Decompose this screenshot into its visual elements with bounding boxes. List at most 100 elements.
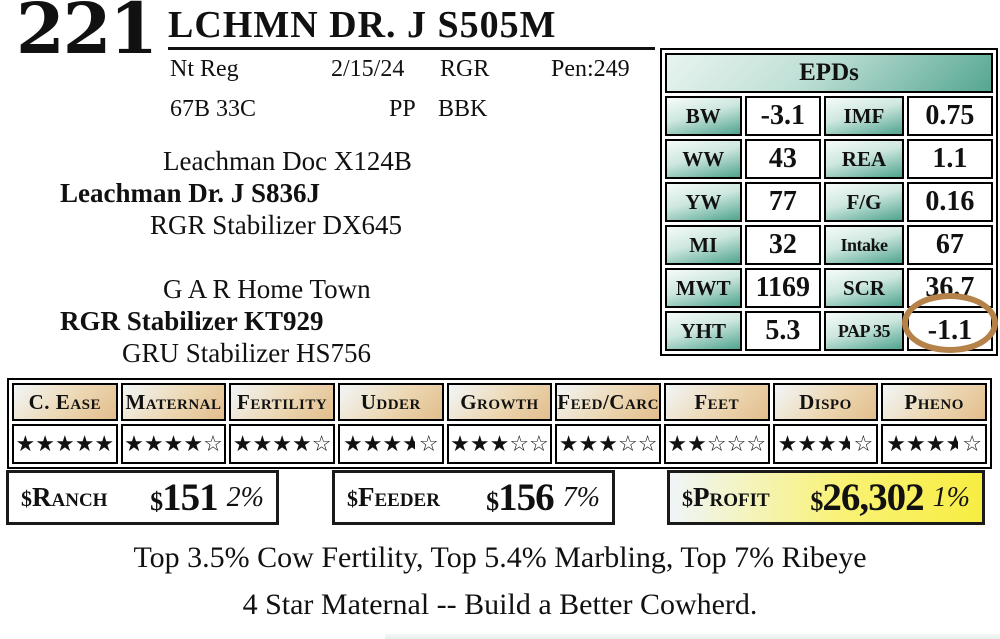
- animal-name: LCHMN DR. J S505M: [168, 4, 557, 46]
- star-full-icon: ★: [272, 431, 292, 457]
- epd-value-mwt: 1169: [744, 268, 822, 308]
- epd-label-bw: BW: [665, 96, 742, 136]
- rating-header-feed-carc: Feed/Carc: [555, 383, 661, 421]
- star-full-icon: ★: [667, 431, 688, 457]
- star-full-icon: ★: [54, 431, 75, 457]
- star-full-icon: ★: [450, 431, 470, 457]
- epd-label-ww: WW: [665, 139, 742, 179]
- index-box-profit: $Profit $26,302 1%: [667, 470, 985, 525]
- star-full-icon: ★: [558, 431, 579, 457]
- next-entry-edge: [385, 634, 1000, 639]
- pedigree-sire: Leachman Dr. J S836J: [60, 178, 321, 208]
- epd-label-mi: MI: [665, 225, 742, 265]
- epd-value-ww: 43: [744, 139, 822, 179]
- star-full-icon: ★: [94, 431, 115, 457]
- index-value-ranch: $151: [150, 476, 218, 519]
- pedigree-dam-sire: G A R Home Town: [163, 274, 371, 304]
- rating-header-pheno: Pheno: [881, 383, 987, 421]
- star-empty-icon: ☆: [853, 431, 874, 457]
- star-full-icon: ★: [777, 431, 798, 457]
- rating-stars-growth: ★★★☆☆: [446, 424, 553, 464]
- epd-label-f-g: F/G: [824, 182, 904, 222]
- epd-value-imf: 0.75: [906, 96, 993, 136]
- rating-stars-feet: ★★☆☆☆: [663, 424, 770, 464]
- star-full-icon: ★: [797, 431, 818, 457]
- index-label-profit: $Profit: [682, 482, 770, 512]
- rating-stars-pheno: ★★★★☆: [881, 424, 987, 464]
- epd-label-scr: SCR: [824, 268, 904, 308]
- pedigree-dam: RGR Stabilizer KT929: [60, 306, 324, 336]
- star-full-icon: ★: [342, 431, 363, 457]
- star-full-icon: ★: [232, 431, 253, 457]
- dollar-sign-icon: $: [150, 487, 163, 516]
- rating-header-fertility: Fertility: [229, 383, 335, 421]
- star-half-icon: ★: [402, 431, 415, 457]
- rating-stars-dispo: ★★★★☆: [772, 424, 879, 464]
- rating-stars-udder: ★★★★☆: [337, 424, 444, 464]
- star-empty-icon: ☆: [529, 431, 549, 457]
- index-percentile-feeder: 7%: [562, 481, 600, 513]
- epd-value-yht: 5.3: [744, 311, 822, 351]
- star-full-icon: ★: [362, 431, 383, 457]
- pedigree-sire-sire: Leachman Doc X124B: [163, 146, 412, 176]
- epd-value-intake: 67: [906, 225, 993, 265]
- star-full-icon: ★: [124, 431, 144, 457]
- star-empty-icon: ☆: [617, 431, 638, 457]
- star-empty-icon: ☆: [509, 431, 530, 457]
- star-half-icon: ★: [945, 431, 959, 457]
- tattoo-id: 67B 33C: [170, 96, 257, 122]
- index-box-ranch: $Ranch $151 2%: [6, 470, 279, 525]
- index-label-feeder: $Feeder: [347, 482, 440, 512]
- star-empty-icon: ☆: [726, 431, 747, 457]
- rating-header-maternal: Maternal: [120, 383, 227, 421]
- pedigree-dam-dam: GRU Stabilizer HS756: [122, 338, 371, 368]
- star-full-icon: ★: [292, 431, 312, 457]
- index-percentile-ranch: 2%: [226, 481, 264, 513]
- star-full-icon: ★: [817, 431, 837, 457]
- star-full-icon: ★: [489, 431, 510, 457]
- index-percentile-profit: 1%: [932, 481, 970, 513]
- epd-value-mi: 32: [744, 225, 822, 265]
- epd-label-rea: REA: [824, 139, 904, 179]
- star-full-icon: ★: [252, 431, 273, 457]
- epd-label-yw: YW: [665, 182, 742, 222]
- star-half-icon: ★: [836, 431, 850, 457]
- dollar-sign-icon: $: [486, 487, 499, 516]
- star-full-icon: ★: [906, 431, 926, 457]
- rating-header-growth: Growth: [446, 383, 553, 421]
- star-empty-icon: ☆: [311, 431, 332, 457]
- highlight-note-1: Top 3.5% Cow Fertility, Top 5.4% Marblin…: [133, 541, 867, 574]
- epd-label-intake: Intake: [824, 225, 904, 265]
- rating-header-udder: Udder: [337, 383, 444, 421]
- color-code: BBK: [438, 96, 488, 122]
- epd-label-yht: YHT: [665, 311, 742, 351]
- rating-stars-c-ease: ★★★★★: [12, 424, 118, 464]
- dollar-sign-icon: $: [21, 486, 32, 511]
- epd-value-bw: -3.1: [744, 96, 822, 136]
- epd-value-rea: 1.1: [906, 139, 993, 179]
- birth-date: 2/15/24: [331, 56, 405, 82]
- star-full-icon: ★: [163, 431, 184, 457]
- rating-header-c-ease: C. Ease: [12, 383, 118, 421]
- star-empty-icon: ☆: [637, 431, 658, 457]
- lot-number: 221: [16, 0, 158, 70]
- epd-label-imf: IMF: [824, 96, 904, 136]
- pedigree-sire-dam: RGR Stabilizer DX645: [150, 210, 402, 240]
- epd-label-pap-35: PAP 35: [824, 311, 904, 351]
- rating-header-feet: Feet: [663, 383, 770, 421]
- star-full-icon: ★: [598, 431, 618, 457]
- star-empty-icon: ☆: [706, 431, 727, 457]
- dollar-sign-icon: $: [347, 486, 358, 511]
- epd-value-f-g: 0.16: [906, 182, 993, 222]
- star-full-icon: ★: [74, 431, 95, 457]
- star-full-icon: ★: [35, 431, 55, 457]
- title-underline: [168, 47, 655, 50]
- dollar-sign-icon: $: [682, 486, 693, 511]
- index-label-ranch: $Ranch: [21, 482, 108, 512]
- highlight-circle-pap-value: [902, 293, 998, 353]
- pen-number: Pen:249: [551, 56, 630, 82]
- star-full-icon: ★: [687, 431, 707, 457]
- highlight-note-2: 4 Star Maternal -- Build a Better Cowher…: [242, 588, 758, 621]
- star-full-icon: ★: [578, 431, 599, 457]
- rating-stars-maternal: ★★★★☆: [120, 424, 227, 464]
